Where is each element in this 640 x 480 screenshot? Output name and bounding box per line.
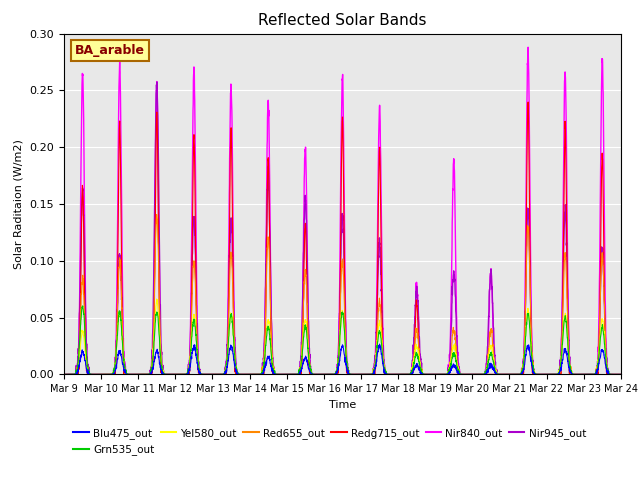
Nir945_out	[182, 372, 189, 377]
Redg715_out	[528, 362, 536, 368]
Redg715_out	[437, 372, 445, 377]
Nir840_out	[60, 372, 68, 377]
Nir840_out	[437, 372, 445, 377]
Redg715_out	[524, 99, 532, 105]
Nir945_out	[60, 372, 68, 377]
Grn535_out	[79, 303, 86, 309]
Grn535_out	[182, 372, 189, 377]
Yel580_out	[182, 372, 189, 377]
Redg715_out	[182, 372, 189, 377]
Red655_out	[528, 342, 536, 348]
Nir840_out	[563, 230, 571, 236]
Yel580_out	[153, 296, 161, 302]
Yel580_out	[60, 372, 68, 377]
Blu475_out	[490, 368, 498, 373]
X-axis label: Time: Time	[329, 400, 356, 409]
Blu475_out	[528, 362, 536, 368]
Blu475_out	[376, 341, 383, 347]
Yel580_out	[563, 332, 571, 337]
Nir945_out	[528, 339, 536, 345]
Title: Reflected Solar Bands: Reflected Solar Bands	[258, 13, 427, 28]
Nir840_out	[182, 372, 189, 377]
Blu475_out	[563, 355, 571, 360]
Red655_out	[153, 212, 161, 217]
Nir945_out	[490, 331, 498, 336]
Grn535_out	[563, 336, 571, 341]
Red655_out	[563, 308, 571, 314]
Red655_out	[182, 372, 189, 377]
Line: Red655_out: Red655_out	[64, 215, 640, 374]
Blu475_out	[60, 372, 68, 377]
Blu475_out	[182, 372, 189, 377]
Grn535_out	[490, 360, 498, 365]
Yel580_out	[438, 372, 445, 377]
Grn535_out	[60, 372, 68, 377]
Red655_out	[438, 372, 445, 377]
Legend: Blu475_out, Grn535_out, Yel580_out, Red655_out, Redg715_out, Nir840_out, Nir945_: Blu475_out, Grn535_out, Yel580_out, Red6…	[69, 424, 590, 459]
Nir840_out	[528, 327, 536, 333]
Nir840_out	[524, 44, 532, 50]
Line: Nir945_out: Nir945_out	[64, 82, 640, 374]
Line: Nir840_out: Nir840_out	[64, 47, 640, 374]
Text: BA_arable: BA_arable	[75, 44, 145, 57]
Grn535_out	[438, 372, 445, 377]
Redg715_out	[60, 372, 68, 377]
Nir840_out	[490, 341, 497, 347]
Red655_out	[490, 355, 498, 360]
Red655_out	[60, 372, 68, 377]
Nir945_out	[153, 79, 161, 85]
Redg715_out	[563, 289, 571, 295]
Line: Grn535_out: Grn535_out	[64, 306, 640, 374]
Blu475_out	[438, 372, 445, 377]
Grn535_out	[528, 352, 536, 358]
Nir945_out	[563, 278, 571, 284]
Y-axis label: Solar Raditaion (W/m2): Solar Raditaion (W/m2)	[14, 139, 24, 269]
Yel580_out	[528, 352, 536, 358]
Line: Yel580_out: Yel580_out	[64, 299, 640, 374]
Line: Blu475_out: Blu475_out	[64, 344, 640, 374]
Line: Redg715_out: Redg715_out	[64, 102, 640, 374]
Yel580_out	[490, 355, 498, 361]
Redg715_out	[490, 372, 497, 377]
Nir945_out	[438, 372, 445, 377]
